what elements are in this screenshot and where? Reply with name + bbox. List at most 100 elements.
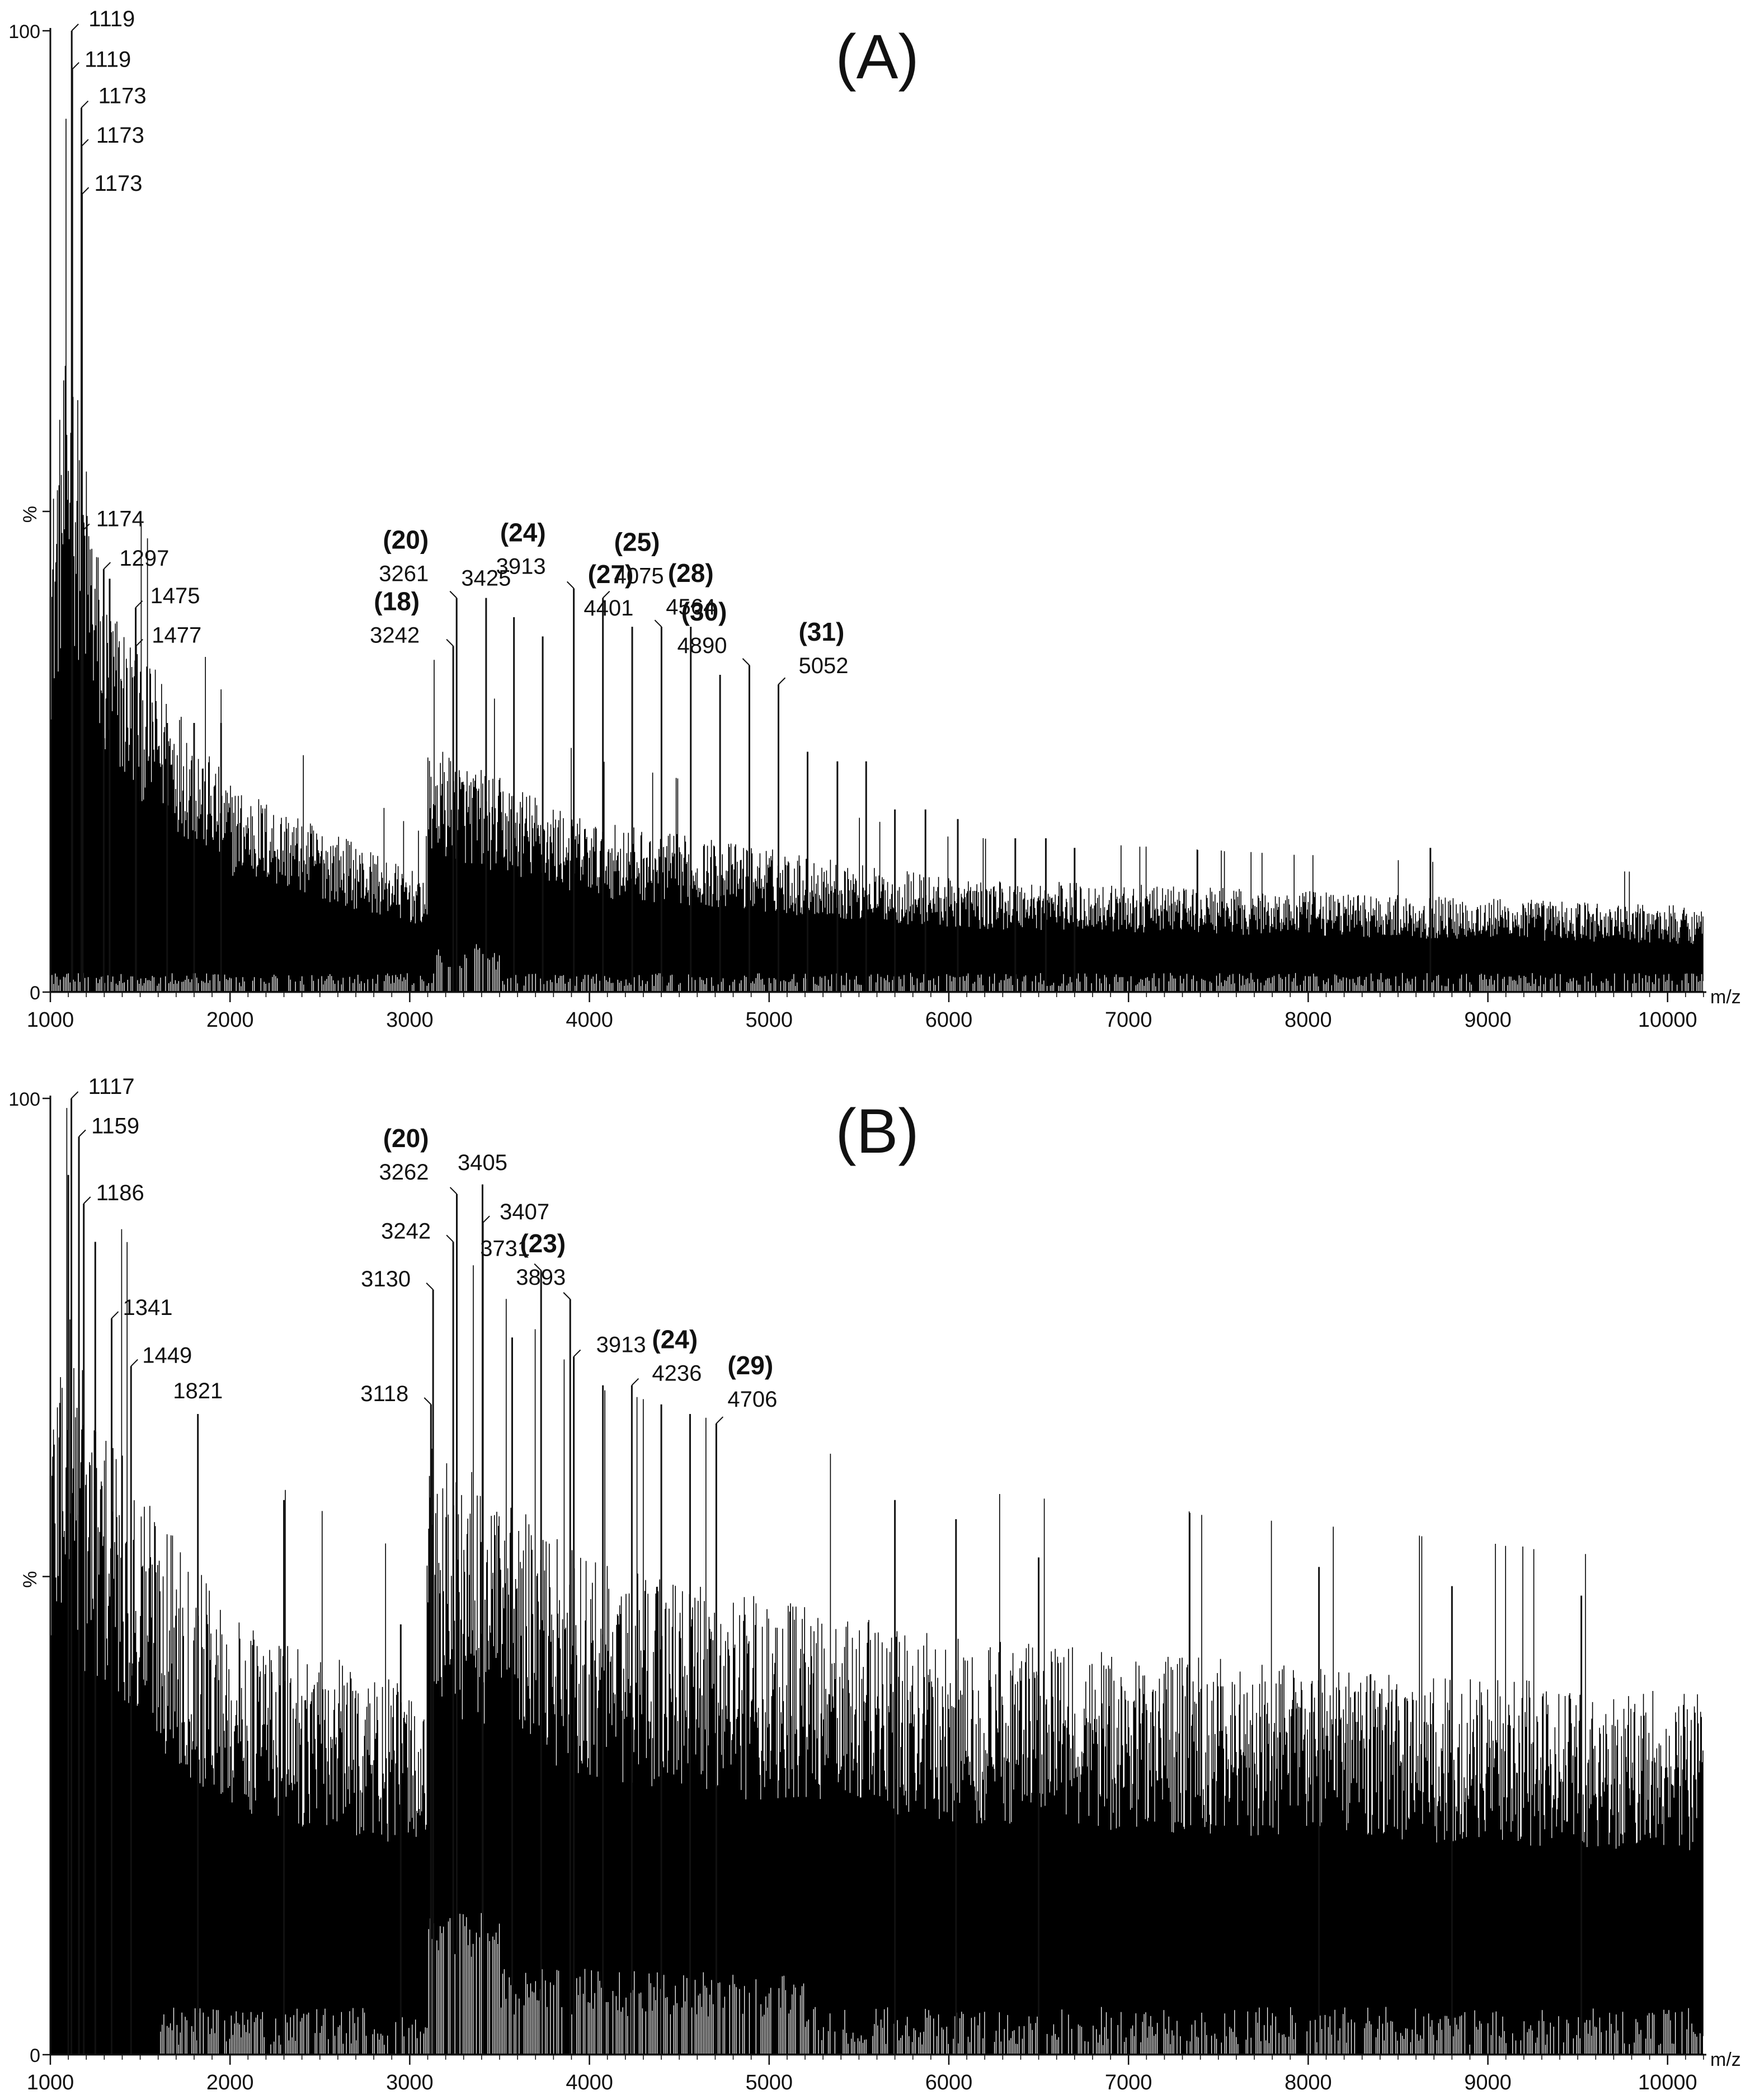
peak-label: 4236 — [652, 1361, 702, 1386]
peak-label-leader — [426, 1282, 434, 1290]
peak-label: 3262 — [379, 1160, 429, 1185]
peak-label-leader — [778, 677, 786, 685]
peak-group-label: (31) — [798, 617, 844, 646]
x-tick-label: 3000 — [386, 1008, 434, 1032]
peak-label: 3407 — [500, 1200, 549, 1224]
peak-group-label: (28) — [668, 558, 714, 588]
peak-label-leader — [130, 1359, 138, 1367]
x-tick-label: 6000 — [925, 2071, 973, 2094]
x-tick-label: 9000 — [1464, 2071, 1512, 2094]
peak-label: 3242 — [370, 623, 420, 648]
peak-label: 3731 — [480, 1237, 530, 1261]
x-axis-unit-label: m/z — [1710, 2049, 1741, 2070]
peak-label: 1297 — [119, 546, 169, 571]
peak-label-leader — [631, 1378, 639, 1386]
peak-group-label: (30) — [681, 597, 727, 626]
x-tick-label: 2000 — [206, 1008, 254, 1032]
peak-label: 3425 — [461, 566, 511, 591]
peak-label: 4890 — [677, 633, 727, 658]
peak-group-label: (29) — [727, 1351, 773, 1380]
peak-group-label: (20) — [383, 525, 429, 555]
peak-label: 5052 — [798, 654, 848, 678]
peak-label: 1477 — [152, 623, 201, 648]
peak-label-leader — [71, 24, 79, 31]
peak-label: 1475 — [150, 584, 200, 608]
peak-group-label: (20) — [383, 1124, 429, 1153]
peak-label-leader — [81, 100, 89, 109]
y-tick-label: 100 — [8, 1089, 40, 1110]
peak-label-leader — [742, 658, 750, 666]
peak-label: 3130 — [361, 1267, 411, 1291]
peak-label: 1449 — [142, 1343, 192, 1368]
peak-label-leader — [135, 600, 143, 608]
peak-label: 3893 — [516, 1265, 566, 1290]
panel-label: (A) — [835, 22, 919, 92]
peak-group-label: (27) — [588, 560, 634, 589]
x-tick-label: 10000 — [1638, 1008, 1697, 1032]
peak-label-leader — [534, 1263, 542, 1271]
peak-label: 1186 — [96, 1181, 144, 1205]
peak-label-leader — [716, 1416, 724, 1424]
peak-label: 1173 — [98, 83, 147, 108]
peak-label-leader — [103, 562, 111, 570]
peak-label: 1119 — [88, 7, 135, 31]
peak-label: 4075 — [614, 564, 664, 589]
x-tick-label: 3000 — [386, 2071, 434, 2094]
peak-label-leader — [81, 187, 90, 195]
peak-group-label: (25) — [614, 528, 660, 557]
peak-label-leader — [424, 1397, 431, 1405]
peak-label-leader — [602, 590, 610, 599]
peak-label: 3405 — [458, 1150, 507, 1175]
peak-label: 4706 — [727, 1387, 777, 1412]
peak-label-leader — [83, 1196, 91, 1204]
panel-b: (B) 1117 1159 1186 1341 1449 1821 3118 3130 3242 3… — [8, 1074, 1741, 2094]
peak-label-leader — [446, 1234, 454, 1243]
peak-group-label: (18) — [374, 587, 420, 616]
peak-label-leader — [482, 1215, 490, 1223]
peak-label: 1173 — [95, 171, 143, 196]
peak-label-leader — [81, 139, 89, 147]
y-tick-label: % — [20, 1571, 41, 1588]
x-axis-unit-label: m/z — [1710, 986, 1741, 1008]
peak-label: 1341 — [123, 1295, 173, 1320]
peak-label-leader — [654, 619, 662, 627]
peak-label-leader — [78, 1129, 86, 1138]
y-tick-label: 0 — [30, 983, 40, 1004]
x-tick-label: 4000 — [566, 2071, 613, 2094]
x-tick-label: 7000 — [1105, 2071, 1152, 2094]
peak-label-leader — [449, 1187, 458, 1195]
peak-label-leader — [449, 590, 457, 599]
x-tick-label: 2000 — [206, 2071, 254, 2094]
x-tick-label: 6000 — [925, 1008, 973, 1032]
panel-a: (A) 1119 1119 1173 1173 1173 1174 1297 1475 1477 3… — [8, 7, 1741, 1032]
peak-label: 1117 — [88, 1074, 135, 1099]
peak-group-label: (23) — [520, 1229, 566, 1258]
x-tick-label: 8000 — [1285, 1008, 1332, 1032]
y-tick-label: 100 — [8, 21, 40, 43]
peak-label: 1821 — [173, 1379, 223, 1403]
peak-label-leader — [135, 638, 143, 647]
x-tick-label: 7000 — [1105, 1008, 1152, 1032]
spectrum-hollow — [160, 1911, 1704, 2054]
peak-label: 1159 — [91, 1114, 139, 1138]
x-tick-label: 10000 — [1638, 2071, 1697, 2094]
y-tick-label: % — [20, 506, 41, 523]
x-tick-label: 8000 — [1285, 2071, 1332, 2094]
peak-label-leader — [563, 1292, 571, 1300]
x-tick-label: 1000 — [27, 1008, 74, 1032]
peak-label-leader — [446, 638, 454, 647]
x-tick-label: 5000 — [746, 2071, 793, 2094]
peak-group-label: (24) — [500, 518, 546, 547]
peak-label: 1174 — [96, 506, 144, 531]
peak-label: 4564 — [666, 595, 716, 619]
peak-label: 1173 — [96, 123, 144, 148]
y-tick-label: 0 — [30, 2045, 40, 2066]
peak-label-leader — [111, 1311, 119, 1319]
x-tick-label: 4000 — [566, 1008, 613, 1032]
peak-label-leader — [72, 62, 79, 70]
peak-label: 3913 — [596, 1332, 646, 1357]
peak-label: 3118 — [360, 1382, 408, 1406]
peak-label: 3261 — [379, 562, 429, 586]
x-tick-label: 9000 — [1464, 1008, 1512, 1032]
